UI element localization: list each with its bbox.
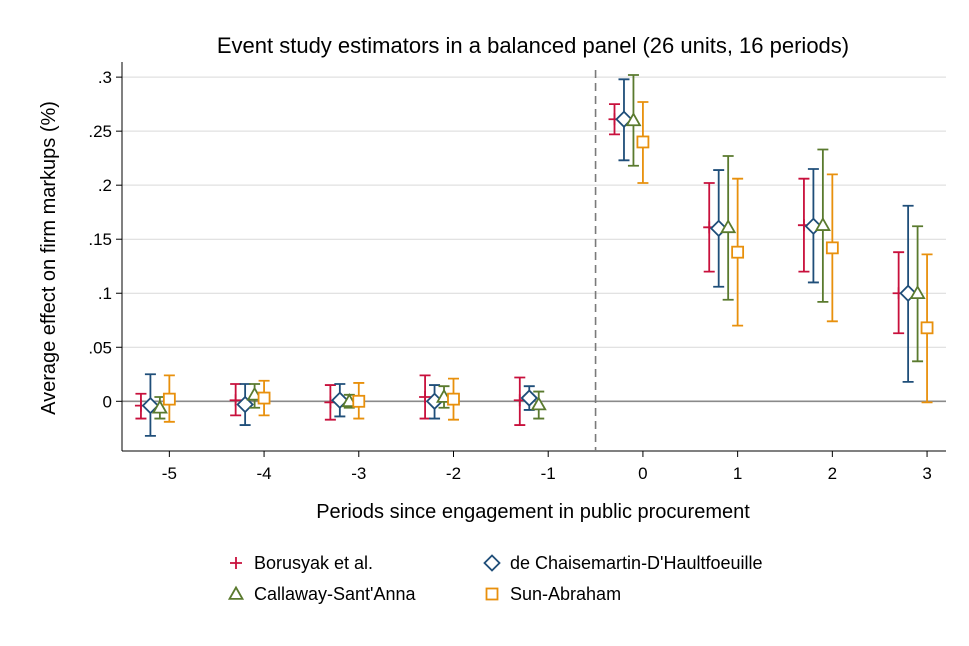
point-marker bbox=[236, 395, 254, 414]
legend: Borusyak et al. de Chaisemartin-D'Haultfo… bbox=[227, 553, 763, 604]
point-marker bbox=[909, 284, 926, 300]
x-tick-label: -3 bbox=[351, 464, 366, 483]
point-marker bbox=[709, 219, 728, 238]
point-marker bbox=[899, 284, 917, 303]
point-marker bbox=[636, 135, 650, 149]
y-tick-label: 0 bbox=[103, 392, 112, 411]
point-marker bbox=[720, 219, 737, 234]
x-tick-label: 0 bbox=[638, 464, 647, 483]
x-tick-label: -4 bbox=[257, 464, 272, 483]
x-tick-label: -1 bbox=[541, 464, 556, 483]
point-marker bbox=[825, 241, 839, 255]
y-tick-label: .2 bbox=[98, 176, 112, 195]
point-marker bbox=[920, 321, 934, 335]
y-tick-label: .25 bbox=[88, 122, 112, 141]
point-marker bbox=[731, 245, 745, 259]
plot-area: 0 .05 .1 .15 .2 .25 .3 -5 -4 -3 -2 -1 0 1 2 3 bbox=[88, 62, 946, 483]
point-marker bbox=[530, 396, 547, 411]
point-marker bbox=[625, 112, 642, 127]
series-plus bbox=[134, 103, 905, 426]
legend-item: Callaway-Sant'Anna bbox=[227, 584, 417, 604]
point-marker bbox=[229, 394, 242, 407]
point-marker bbox=[520, 389, 539, 407]
legend-label: Sun-Abraham bbox=[510, 584, 621, 604]
y-tick-label: .3 bbox=[98, 68, 112, 87]
point-marker bbox=[419, 390, 432, 403]
x-tick-label: -5 bbox=[162, 464, 177, 483]
legend-marker bbox=[230, 557, 242, 569]
legend-label: Borusyak et al. bbox=[254, 553, 373, 573]
x-tick-label: 1 bbox=[733, 464, 742, 483]
legend-item: Sun-Abraham bbox=[485, 584, 621, 604]
series-square bbox=[162, 101, 934, 423]
y-tick-label: .15 bbox=[88, 230, 112, 249]
y-tick-label: .1 bbox=[98, 284, 112, 303]
legend-label: Callaway-Sant'Anna bbox=[254, 584, 417, 604]
point-marker bbox=[162, 392, 176, 406]
x-tick-label: -2 bbox=[446, 464, 461, 483]
point-marker bbox=[352, 394, 366, 408]
x-axis-label: Periods since engagement in public procu… bbox=[316, 501, 750, 523]
x-tick-label: 2 bbox=[828, 464, 837, 483]
point-marker bbox=[447, 392, 460, 406]
series-diamond bbox=[141, 78, 917, 437]
y-axis-label: Average effect on firm markups (%) bbox=[38, 101, 60, 415]
legend-marker bbox=[227, 585, 245, 600]
legend-marker bbox=[483, 554, 501, 572]
legend-item: Borusyak et al. bbox=[230, 553, 373, 573]
x-tick-label: 3 bbox=[922, 464, 931, 483]
legend-item: de Chaisemartin-D'Haultfoeuille bbox=[483, 553, 763, 573]
legend-label: de Chaisemartin-D'Haultfoeuille bbox=[510, 553, 763, 573]
point-marker bbox=[141, 396, 160, 415]
series-triangle bbox=[151, 74, 926, 420]
legend-marker bbox=[485, 587, 499, 601]
y-tick-label: .05 bbox=[88, 338, 112, 357]
point-marker bbox=[814, 216, 831, 231]
chart-title: Event study estimators in a balanced pan… bbox=[217, 33, 849, 58]
point-marker bbox=[257, 391, 271, 405]
point-marker bbox=[151, 399, 168, 414]
